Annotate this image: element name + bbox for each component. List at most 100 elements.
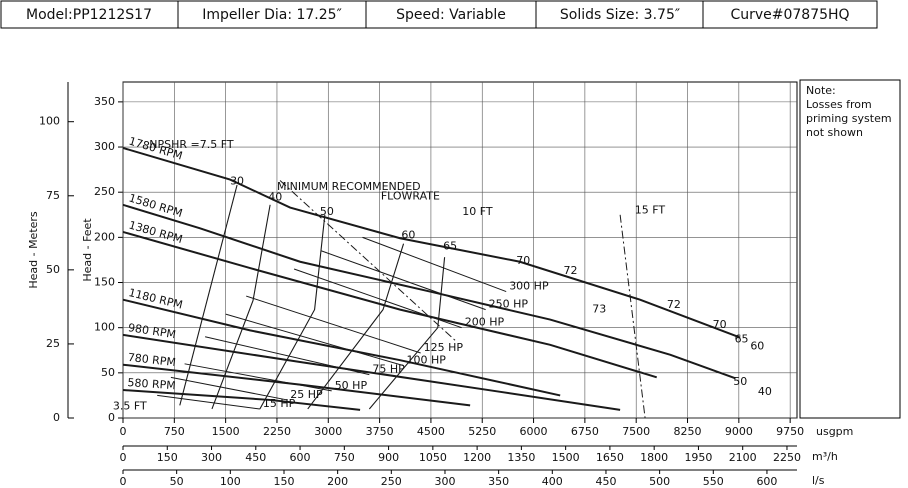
efficiency-curve bbox=[211, 204, 271, 410]
y-tick-label: 300 bbox=[94, 140, 115, 153]
speed-curve bbox=[122, 333, 621, 411]
x2-tick-label: 1200 bbox=[463, 451, 491, 464]
note-box bbox=[799, 79, 901, 419]
x2-tick-label: 0 bbox=[120, 451, 127, 464]
header-cell: Curve#07875HQ bbox=[730, 7, 849, 23]
y2-tick-label: 75 bbox=[46, 189, 60, 202]
x2-tick-label: 2250 bbox=[773, 451, 801, 464]
power-curve bbox=[293, 268, 462, 329]
x-tick-label: 3000 bbox=[314, 425, 342, 438]
speed-curve bbox=[122, 203, 736, 380]
x2-tick-label: 450 bbox=[245, 451, 266, 464]
annotation: 60 bbox=[750, 340, 764, 353]
x2-tick-label: 600 bbox=[290, 451, 311, 464]
speed-curve bbox=[122, 298, 561, 397]
x-tick-label: 4500 bbox=[417, 425, 445, 438]
x-axis-label: m³/h bbox=[812, 450, 838, 463]
power-curve bbox=[170, 376, 288, 401]
x2-tick-label: 600 bbox=[756, 475, 777, 488]
x-axis-label: usgpm bbox=[816, 425, 853, 438]
npshr-curve bbox=[619, 214, 646, 419]
power-label: 25 HP bbox=[290, 388, 323, 401]
note-text: not shown bbox=[806, 126, 863, 139]
x2-tick-label: 1500 bbox=[552, 451, 580, 464]
x2-tick-label: 50 bbox=[170, 475, 184, 488]
x2-tick-label: 400 bbox=[542, 475, 563, 488]
power-label: 100 HP bbox=[407, 354, 447, 367]
x2-tick-label: 750 bbox=[334, 451, 355, 464]
y-tick-label: 350 bbox=[94, 95, 115, 108]
speed-curve bbox=[122, 230, 658, 379]
y2-tick-label: 25 bbox=[46, 337, 60, 350]
x2-tick-label: 500 bbox=[649, 475, 670, 488]
y-tick-label: 150 bbox=[94, 276, 115, 289]
header-cell: Solids Size: 3.75″ bbox=[560, 7, 680, 23]
x2-tick-label: 1800 bbox=[640, 451, 668, 464]
annotation: 72 bbox=[667, 298, 681, 311]
header-cell: Speed: Variable bbox=[396, 7, 506, 23]
header-cell: Impeller Dia: 17.25″ bbox=[202, 7, 342, 23]
x2-tick-label: 150 bbox=[273, 475, 294, 488]
power-curve bbox=[157, 394, 260, 410]
y-tick-label: 200 bbox=[94, 230, 115, 243]
annotation: 50 bbox=[320, 205, 334, 218]
annotation: 70 bbox=[516, 254, 530, 267]
y-axis-label: Head - Feet bbox=[81, 218, 94, 282]
efficiency-curve bbox=[259, 214, 326, 410]
x2-tick-label: 300 bbox=[434, 475, 455, 488]
x2-tick-label: 150 bbox=[157, 451, 178, 464]
power-curve bbox=[362, 236, 507, 293]
note-text: Losses from bbox=[806, 98, 872, 111]
y-tick-label: 0 bbox=[108, 411, 115, 424]
power-label: 300 HP bbox=[509, 280, 549, 293]
speed-label: 780 RPM bbox=[127, 351, 176, 369]
annotation: 15 FT bbox=[635, 203, 666, 216]
x2-tick-label: 900 bbox=[378, 451, 399, 464]
x2-tick-label: 0 bbox=[120, 475, 127, 488]
npshr-curve bbox=[279, 180, 456, 341]
annotation: 40 bbox=[268, 191, 282, 204]
power-curve bbox=[204, 336, 370, 376]
x2-tick-label: 100 bbox=[220, 475, 241, 488]
x-tick-label: 9000 bbox=[725, 425, 753, 438]
note-text: priming system bbox=[806, 112, 892, 125]
efficiency-curve bbox=[179, 184, 238, 406]
annotation: 50 bbox=[733, 375, 747, 388]
x2-tick-label: 2100 bbox=[729, 451, 757, 464]
power-curve bbox=[246, 295, 421, 354]
x-tick-label: 6750 bbox=[571, 425, 599, 438]
annotation: 70 bbox=[713, 318, 727, 331]
power-curve bbox=[184, 363, 332, 392]
x2-tick-label: 350 bbox=[488, 475, 509, 488]
power-label: 15 HP bbox=[263, 397, 296, 410]
x2-tick-label: 250 bbox=[381, 475, 402, 488]
power-label: 75 HP bbox=[372, 363, 405, 376]
x2-tick-label: 300 bbox=[201, 451, 222, 464]
x-tick-label: 9750 bbox=[776, 425, 804, 438]
annotation: MINIMUM RECOMMENDED bbox=[277, 180, 421, 193]
y2-tick-label: 0 bbox=[53, 411, 60, 424]
efficiency-curve bbox=[368, 257, 446, 410]
annotation: 65 bbox=[443, 239, 457, 252]
power-label: 200 HP bbox=[465, 316, 505, 329]
speed-label: 580 RPM bbox=[127, 376, 176, 392]
y-tick-label: 250 bbox=[94, 185, 115, 198]
annotation: 30 bbox=[230, 174, 244, 187]
annotation: 73 bbox=[592, 303, 606, 316]
x-tick-label: 6000 bbox=[520, 425, 548, 438]
header: Model:PP1212S17 Impeller Dia: 17.25″ Spe… bbox=[0, 0, 878, 29]
power-curve bbox=[225, 313, 404, 367]
y-tick-label: 100 bbox=[94, 321, 115, 334]
power-label: 50 HP bbox=[335, 379, 368, 392]
x2-tick-label: 1950 bbox=[684, 451, 712, 464]
x2-tick-label: 1650 bbox=[596, 451, 624, 464]
x-tick-label: 3750 bbox=[366, 425, 394, 438]
y2-axis-label: Head - Meters bbox=[27, 211, 40, 289]
annotation: 40 bbox=[758, 385, 772, 398]
x-tick-label: 1500 bbox=[212, 425, 240, 438]
x-tick-label: 7500 bbox=[622, 425, 650, 438]
y-tick-label: 50 bbox=[101, 366, 115, 379]
speed-curve bbox=[122, 389, 361, 411]
annotation: 60 bbox=[401, 229, 415, 242]
